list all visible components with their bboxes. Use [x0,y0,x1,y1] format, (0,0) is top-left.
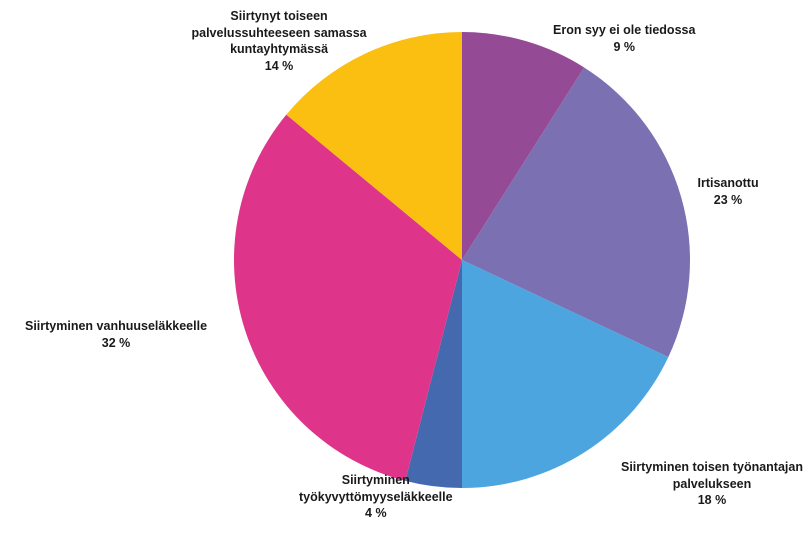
slice-label-text: Siirtynyt toiseen [230,9,328,23]
slice-label-eron-syy-ei-tiedossa: Eron syy ei ole tiedossa 9 % [553,22,695,55]
slice-label-text: palvelukseen [672,476,752,491]
slice-label-text: palvelussuhteeseen samassa [191,25,367,40]
slice-value-label: 14 % [264,58,294,73]
slice-label-irtisanottu: Irtisanottu 23 % [698,175,759,208]
slice-label-text: Siirtyminen [341,473,410,487]
pie-slice-siirtyminen-tyokyvyttomyyselakkeelle [405,260,462,488]
slice-value-label: 9 % [613,39,635,54]
slice-label-text: Siirtyminen toisen työnantajan [621,460,803,474]
slice-value-label: 23 % [713,192,743,207]
slice-label-text: Siirtyminen vanhuuseläkkeelle [25,319,208,333]
pie-slice-siirtyminen-vanhuuselakkeelle [233,114,462,481]
slice-label-text: kuntayhtymässä [230,42,329,56]
slice-label-text: työkyvyttömyyseläkkeelle [299,489,453,504]
pie-slice-irtisanottu [462,67,691,358]
slice-label-siirtyminen-toisen-tyonantajan-palvelukseen: Siirtyminen toisen työnantajan palvelukse… [621,459,803,509]
slice-value-label: 4 % [365,506,387,520]
slice-label-text: Eron syy ei ole tiedossa [553,23,696,37]
slice-value-label: 32 % [101,335,131,350]
slice-value-label: 18 % [697,493,727,507]
slice-label-siirtyminen-tyokyvyttomyyselakkeelle: Siirtyminen työkyvyttömyyseläkkeelle 4 % [299,472,453,522]
pie-slice-siirtyminen-toisen-tyonantajan-palvelukseen [462,260,669,488]
slice-label-siirtynyt-toiseen-palvelussuhteeseen: Siirtynyt toiseen palvelussuhteeseen sama… [192,8,367,74]
pie-slice-siirtynyt-toiseen-palvelussuhteeseen [286,32,462,260]
slice-label-siirtyminen-vanhuuselakkeelle: Siirtyminen vanhuuseläkkeelle 32 % [25,318,207,351]
slice-label-text: Irtisanottu [697,176,759,190]
pie-slice-eron-syy-ei-tiedossa [462,32,585,260]
